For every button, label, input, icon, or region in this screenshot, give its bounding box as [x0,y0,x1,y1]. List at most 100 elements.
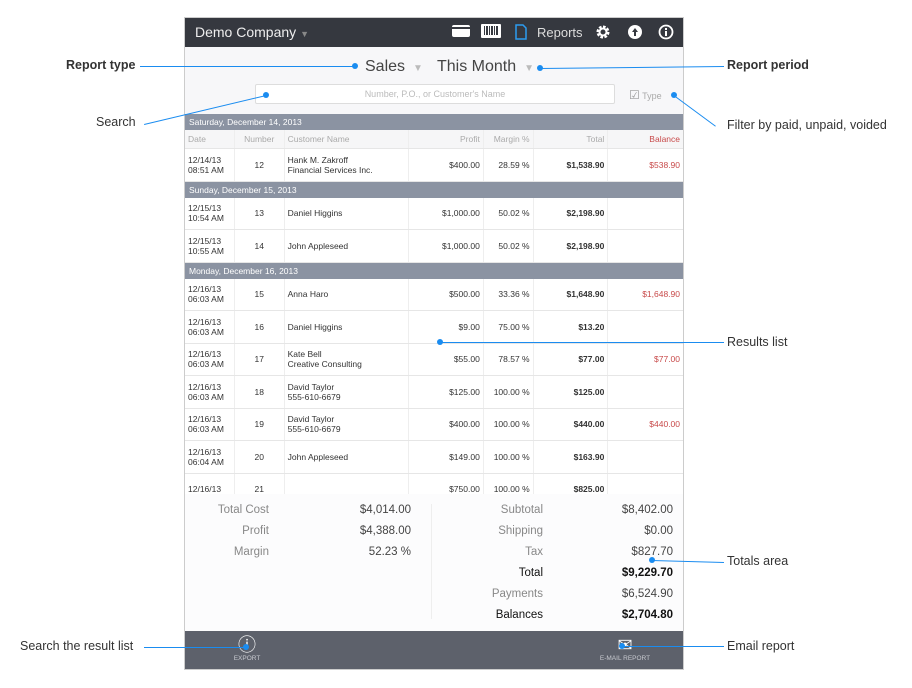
number-cell: 14 [235,230,285,262]
column-header[interactable]: Margin % [484,130,534,148]
total-label: Tax [525,546,543,558]
column-header[interactable]: Date [185,130,235,148]
number-cell: 16 [235,311,285,343]
total-value: $827.70 [631,546,673,558]
total-label: Total [518,567,543,579]
margin-cell: 100.00 % [484,408,534,440]
total-label: Profit [242,525,269,537]
annotation-totals: Totals area [727,554,789,568]
total-cell: $77.00 [534,343,609,375]
email-report-button[interactable]: ✉ E-MAIL REPORT [585,635,665,662]
balance-cell: $538.90 [649,159,681,170]
date: 12/15/13 [188,203,222,214]
search-input[interactable]: Number, P.O., or Customer's Name [255,84,615,104]
results-list[interactable]: Saturday, December 14, 2013 Date Number Cus… [185,114,683,494]
table-row[interactable]: 12/14/13 08:51 AM 12 Hank M. Zakroff Finan… [185,149,683,182]
report-type-selector[interactable]: Sales ▼ [365,58,423,76]
date-section-header: Saturday, December 14, 2013 [185,114,683,130]
time: 06:03 AM [188,359,224,370]
total-cell: $825.00 [534,473,609,494]
reports-tab[interactable]: Reports [537,25,583,40]
date-section-header: Monday, December 16, 2013 [185,262,683,279]
table-row[interactable]: 12/16/13 06:03 AM 19 David Taylor 555-610-… [185,408,683,441]
total-cell: $125.00 [534,376,609,408]
customer-name: David Taylor [287,414,335,425]
column-header[interactable]: Customer Name [285,130,410,148]
annotation-filter: Filter by paid, unpaid, voided [727,118,887,132]
customer-name: Daniel Higgins [287,321,343,332]
customer-cell: John Appleseed [285,441,410,473]
customer-name: Hank M. Zakroff [287,154,348,165]
date: 12/14/13 [188,154,222,165]
report-period-value: This Month [437,58,517,75]
customer-name: Daniel Higgins [287,208,343,219]
time: 08:51 AM [188,164,224,175]
date-cell: 12/16/13 06:03 AM [185,408,235,440]
total-cell: $163.90 [534,441,609,473]
type-filter[interactable]: ☑ Type [629,88,662,102]
date: 12/16/13 [188,349,222,360]
annotation-line [144,647,246,648]
table-row[interactable]: 12/16/13 06:04 AM 20 John Appleseed $149.… [185,441,683,474]
margin-cell: 28.59 % [484,149,534,181]
divider [431,504,432,619]
total-value: $4,388.00 [359,525,411,537]
report-period-selector[interactable]: This Month ▼ [437,58,534,76]
table-row[interactable]: 12/16/13 06:03 AM 16 Daniel Higgins $9.00… [185,311,683,344]
table-row[interactable]: 12/16/13 06:03 AM 17 Kate Bell Creative Co… [185,343,683,376]
profit-cell: $750.00 [409,473,484,494]
chevron-down-icon: ▼ [524,63,535,74]
column-header[interactable]: Profit [409,130,484,148]
time: 06:03 AM [188,391,224,402]
balance-cell [608,441,683,473]
gear-icon[interactable] [595,24,611,44]
card-icon[interactable] [451,24,471,42]
margin-cell: 50.02 % [484,230,534,262]
table-row[interactable]: 12/16/13 21 $750.00 100.00 % $825.00 [185,473,683,494]
date-cell: 12/16/13 06:03 AM [185,376,235,408]
table-row[interactable]: 12/16/13 06:03 AM 15 Anna Haro $500.00 33… [185,278,683,311]
annotation-report-period: Report period [727,58,809,72]
profit-cell: $125.00 [409,376,484,408]
date-cell: 12/16/13 06:04 AM [185,441,235,473]
column-header[interactable]: Total [534,130,609,148]
customer-cell: Daniel Higgins [285,311,410,343]
number-cell: 19 [235,408,285,440]
company-selector[interactable]: Demo Company ▼ [195,24,309,40]
checkbox-icon[interactable]: ☑ [629,88,640,102]
annotation-search-results: Search the result list [20,639,134,653]
date-cell: 12/16/13 06:03 AM [185,278,235,310]
bottom-toolbar: ⓘEXPORT ✉E-MAIL REPORT [185,631,683,669]
date-section-header: Sunday, December 15, 2013 [185,181,683,198]
customer-cell: Kate Bell Creative Consulting [285,343,410,375]
table-row[interactable]: 12/15/13 10:55 AM 14 John Appleseed $1,00… [185,230,683,263]
date: 12/16/13 [188,484,222,494]
app-window: Demo Company ▼ Reports Sales ▼ This Month ▼… [184,17,684,670]
column-header[interactable]: Number [235,130,285,148]
customer-cell: Daniel Higgins [285,197,410,229]
column-header[interactable]: Balance [649,134,681,144]
annotation-dot [352,63,358,69]
total-value: $4,014.00 [359,504,411,516]
total-cell: $13.20 [534,311,609,343]
total-value: $6,524.90 [621,588,673,600]
report-type-value: Sales [365,58,406,75]
date-cell: 12/16/13 [185,473,235,494]
table-row[interactable]: 12/15/13 10:54 AM 13 Daniel Higgins $1,00… [185,197,683,230]
number-cell: 15 [235,278,285,310]
annotation-dot [619,643,625,649]
total-cell: $1,648.90 [534,278,609,310]
number-cell: 18 [235,376,285,408]
margin-cell: 78.57 % [484,343,534,375]
table-row[interactable]: 12/16/13 06:03 AM 18 David Taylor 555-610-… [185,376,683,409]
profit-cell: $149.00 [409,441,484,473]
profit-cell: $400.00 [409,149,484,181]
annotation-line [622,646,724,647]
total-cell: $2,198.90 [534,197,609,229]
document-icon[interactable] [515,24,527,44]
upload-icon[interactable] [627,24,643,44]
info-icon[interactable] [658,24,674,44]
total-cell: $440.00 [534,408,609,440]
annotation-dot [649,557,655,563]
barcode-icon[interactable] [481,24,501,42]
